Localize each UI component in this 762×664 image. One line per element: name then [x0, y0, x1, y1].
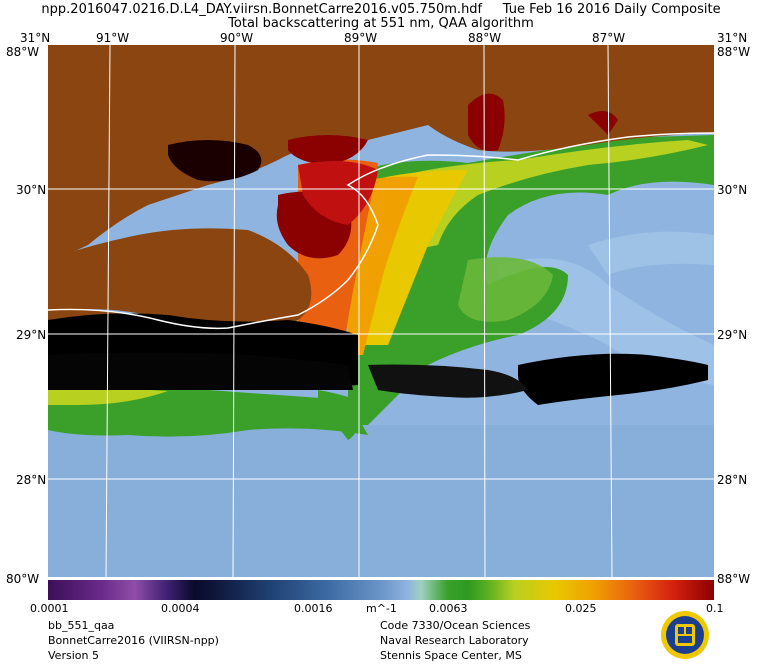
map-image — [48, 45, 714, 577]
lat-label-29n-right: 29°N — [717, 328, 748, 342]
map-subtitle: Total backscattering at 551 nm, QAA algo… — [228, 16, 534, 31]
colorbar-tick-1: 0.0004 — [161, 602, 200, 615]
colorbar-tick-0: 0.0001 — [30, 602, 69, 615]
colorbar-tick-5: 0.1 — [706, 602, 724, 615]
colorbar-tick-2: 0.0016 — [294, 602, 333, 615]
corner-lat-top-right: 31°N — [717, 31, 748, 45]
graticule — [48, 45, 714, 577]
footer-version: Version 5 — [48, 649, 99, 662]
corner-lon-bottom-left: 80°W — [6, 572, 40, 586]
map-title: npp.2016047.0216.D.L4_DAY.viirsn.BonnetC… — [41, 2, 721, 17]
footer-org-code: Code 7330/Ocean Sciences — [380, 619, 531, 632]
footer-variable: bb_551_qaa — [48, 619, 115, 632]
footer-org-location: Stennis Space Center, MS — [380, 649, 522, 662]
lat-label-28n-right: 28°N — [717, 473, 748, 487]
satellite-map — [48, 45, 714, 577]
lat-label-30n-left: 30°N — [16, 183, 47, 197]
lat-label-28n-left: 28°N — [16, 473, 47, 487]
colorbar-tick-4: 0.025 — [565, 602, 597, 615]
lat-label-30n-right: 30°N — [717, 183, 748, 197]
lon-label-91w: 91°W — [96, 31, 130, 45]
lon-label-87w: 87°W — [592, 31, 626, 45]
colorbar-unit: m^-1 — [366, 602, 397, 615]
corner-lon-bottom-right: 88°W — [717, 572, 751, 586]
land-mass — [48, 45, 714, 260]
footer-org-name: Naval Research Laboratory — [380, 634, 529, 647]
corner-lon-top-right: 88°W — [717, 45, 751, 59]
nrl-seal-logo — [661, 611, 709, 659]
lon-label-88w: 88°W — [468, 31, 502, 45]
corner-lon-top-left: 88°W — [6, 45, 40, 59]
lon-label-90w: 90°W — [220, 31, 254, 45]
lat-label-29n-left: 29°N — [16, 328, 47, 342]
colorbar-tick-3: 0.0063 — [429, 602, 468, 615]
colorbar — [48, 580, 714, 600]
footer-dataset: BonnetCarre2016 (VIIRSN-npp) — [48, 634, 219, 647]
coastline — [48, 132, 714, 330]
corner-lat-top-left: 31°N — [20, 31, 51, 45]
lon-label-89w: 89°W — [344, 31, 378, 45]
